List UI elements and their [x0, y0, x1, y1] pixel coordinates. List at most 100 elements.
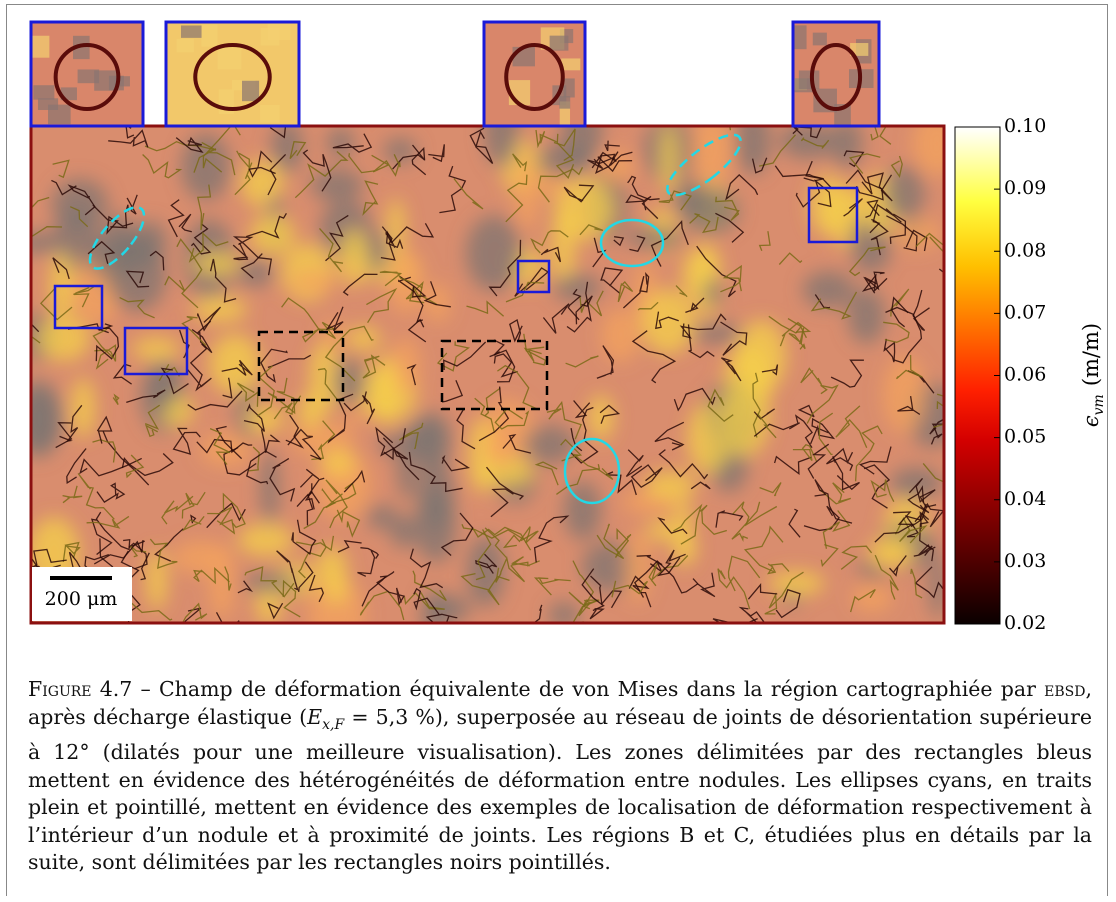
grain-boundary: [595, 151, 633, 174]
grain-boundary: [413, 587, 440, 615]
grain-boundary: [149, 250, 165, 271]
strain-blob: [779, 126, 838, 159]
strain-blob: [318, 423, 356, 450]
inset-pixel: [201, 24, 218, 47]
grain-boundary: [336, 509, 361, 538]
grain-boundary: [296, 535, 335, 552]
grain-boundary: [835, 405, 868, 449]
grain-boundary: [124, 126, 135, 139]
grain-boundary: [861, 172, 893, 202]
grain-boundary: [533, 515, 570, 563]
grain-boundary: [758, 231, 771, 251]
grain-boundary: [854, 425, 883, 482]
scale-bar: 200 μm: [32, 567, 132, 621]
inset-border: [29, 20, 145, 128]
grain-boundary: [865, 199, 880, 219]
inset-pixel: [94, 70, 117, 91]
grain-boundary: [176, 238, 203, 309]
inset-pixel: [77, 69, 100, 84]
grain-boundary: [382, 437, 420, 481]
grain-boundary: [172, 427, 201, 455]
grain-boundary: [933, 400, 944, 428]
grain-boundary: [493, 339, 505, 356]
grain-boundary: [849, 588, 876, 613]
grain-boundary: [175, 136, 204, 154]
grain-boundary: [51, 179, 77, 196]
grain-boundary: [196, 184, 212, 231]
grain-boundary: [474, 397, 495, 433]
inset-pixel: [559, 101, 571, 126]
grain-boundary: [895, 354, 923, 380]
strain-blob: [31, 387, 62, 451]
grain-boundary: [563, 184, 595, 203]
strain-blob: [690, 323, 743, 344]
grain-boundary: [889, 213, 907, 244]
grain-boundary: [140, 552, 150, 581]
inset: [29, 20, 145, 128]
colorbar-symbol: ϵ: [1079, 415, 1103, 427]
grain-boundary: [505, 281, 545, 303]
strain-blob: [847, 288, 886, 344]
grain-boundary: [59, 404, 83, 443]
grain-boundary: [182, 602, 208, 623]
grain-boundary: [767, 563, 790, 575]
strain-blob: [718, 379, 770, 457]
grain-boundary: [79, 457, 142, 477]
grain-boundary: [440, 512, 474, 556]
grain-boundary: [512, 153, 528, 172]
grain-boundary: [287, 428, 322, 461]
grain-boundary: [788, 508, 801, 538]
grain-boundary: [269, 458, 296, 502]
grain-boundary: [164, 275, 186, 292]
grain-boundary: [656, 549, 686, 577]
grain-boundary: [325, 479, 348, 529]
grain-boundary: [362, 180, 379, 216]
colorbar-tick-label: 0.05: [1004, 426, 1046, 448]
grain-boundary: [849, 153, 881, 174]
grain-boundary: [654, 421, 685, 451]
grain-boundary: [572, 560, 595, 610]
grain-boundary: [161, 495, 194, 525]
grain-boundary: [206, 502, 246, 529]
grain-boundary: [236, 150, 250, 170]
grain-boundary: [622, 272, 650, 309]
grain-boundary: [913, 544, 936, 557]
grain-boundary: [92, 328, 114, 359]
grain-boundary: [409, 548, 444, 589]
grain-boundary: [96, 415, 113, 444]
strain-blob: [238, 523, 294, 557]
grain-boundary: [814, 479, 853, 524]
grain-boundary: [870, 479, 895, 502]
grain-boundary: [260, 348, 288, 383]
strain-blob: [597, 150, 635, 185]
grain-boundary: [72, 284, 96, 308]
strain-blob: [209, 333, 261, 395]
grain-boundary: [720, 321, 748, 356]
strain-blob: [326, 127, 355, 158]
strain-blob: [600, 308, 640, 363]
colorbar: [954, 126, 1001, 625]
grain-boundary: [285, 414, 305, 449]
grain-boundary: [243, 403, 266, 432]
strain-blob: [365, 504, 398, 530]
grain-boundary: [533, 577, 571, 596]
strain-blob: [132, 337, 181, 361]
grain-boundary: [553, 128, 576, 162]
grain-boundary: [575, 295, 593, 325]
strain-blob: [673, 497, 693, 568]
grain-boundary: [587, 151, 617, 170]
inset: [791, 20, 881, 128]
grain-boundary: [720, 357, 742, 382]
grain-boundary: [886, 215, 918, 252]
strain-blob: [912, 126, 944, 176]
inset-pixel: [114, 76, 130, 87]
grain-boundary: [883, 338, 896, 363]
grain-boundary: [31, 196, 50, 210]
grain-boundary: [788, 327, 806, 350]
black-dashed-rectangles: [257, 330, 549, 411]
grain-boundary: [222, 377, 233, 399]
strain-blob: [660, 126, 679, 194]
grain-boundary: [202, 126, 241, 173]
grain-boundary: [915, 232, 944, 254]
grain-boundary: [303, 488, 337, 530]
